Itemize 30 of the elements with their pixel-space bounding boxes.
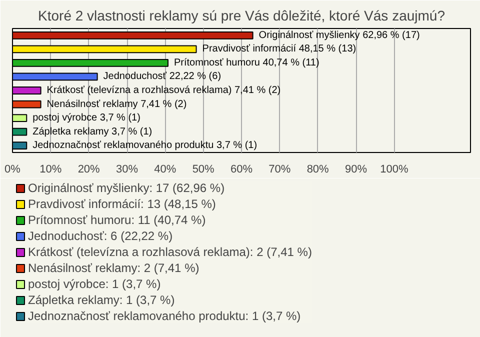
x-tick-label: 20%: [78, 164, 100, 176]
legend-label: Krátkosť (televízna a rozhlasová reklama): 2 (7,41 %): [28, 245, 312, 259]
x-tick-label: 70%: [268, 164, 291, 176]
legend-label: Jednoduchosť: 6 (22,22 %): [28, 229, 173, 243]
legend-label: postoj výrobce: 1 (3,7 %): [28, 277, 161, 291]
x-tick-label: 90%: [344, 164, 368, 176]
data-label: Jednoznačnosť reklamovaného produktu 3,7 % (1): [32, 140, 258, 152]
legend-label: Nenásilnosť reklamy: 2 (7,41 %): [28, 261, 200, 275]
data-label: Prítomnosť humoru 40,74 % (11): [174, 57, 320, 68]
data-label: postoj výrobce 3,7 % (1): [32, 112, 140, 124]
data-label: Zápletka reklamy 3,7 % (1): [32, 126, 152, 138]
x-tick-label: 50%: [192, 164, 215, 176]
legend-label: Originálnosť myšlienky: 17 (62,96 %): [28, 181, 225, 195]
legend-label: Jednoznačnosť reklamovaného produktu: 1 (3,7 %): [28, 309, 301, 323]
chart-title: Ktoré 2 vlastnosti reklamy sú pre Vás dôležité, ktoré Vás zaujmú?: [38, 8, 446, 24]
x-tick-label: 100%: [380, 164, 408, 176]
x-tick-label: 80%: [306, 164, 330, 176]
legend-label: Zápletka reklamy: 1 (3,7 %): [28, 293, 175, 307]
data-label: Nenásilnosť reklamy 7,41 % (2): [46, 98, 187, 110]
data-label: Krátkosť (televízna a rozhlasová reklama) 7,41 % (2): [46, 85, 281, 96]
x-tick-label: 10%: [40, 164, 62, 176]
data-label: Jednoduchosť 22,22 % (6): [103, 71, 222, 82]
x-tick-label: 0%: [4, 164, 21, 176]
data-label: Pravdivosť informácií 48,15 % (13): [202, 44, 356, 55]
legend-label: Prítomnosť humoru: 11 (40,74 %): [28, 213, 206, 227]
x-tick-label: 30%: [116, 164, 138, 176]
data-label: Originálnosť myšlienky 62,96 % (17): [258, 30, 420, 41]
x-tick-label: 40%: [154, 164, 176, 176]
x-tick-label: 60%: [230, 164, 253, 176]
legend-label: Pravdivosť informácií: 13 (48,15 %): [28, 197, 216, 211]
